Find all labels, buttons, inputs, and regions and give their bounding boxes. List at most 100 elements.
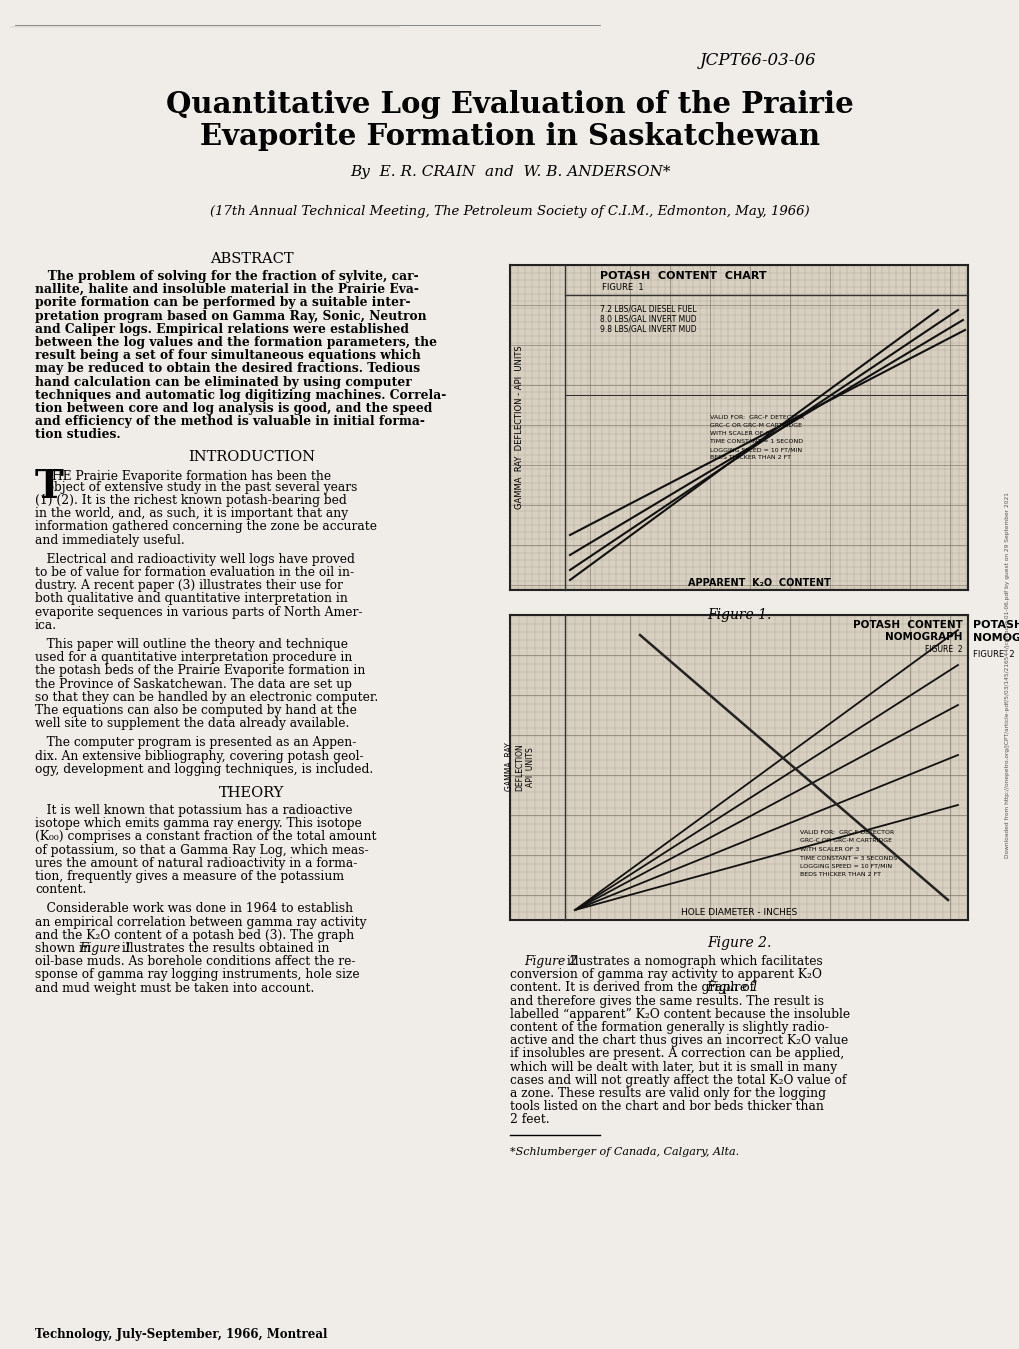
Text: the potash beds of the Prairie Evaporite formation in: the potash beds of the Prairie Evaporite… [35, 665, 365, 677]
Text: pretation program based on Gamma Ray, Sonic, Neutron: pretation program based on Gamma Ray, So… [35, 310, 426, 322]
Text: HOLE DIAMETER - INCHES: HOLE DIAMETER - INCHES [681, 908, 796, 917]
Text: *Schlumberger of Canada, Calgary, Alta.: *Schlumberger of Canada, Calgary, Alta. [510, 1147, 739, 1156]
Text: and therefore gives the same results. The result is: and therefore gives the same results. Th… [510, 994, 823, 1008]
Text: and mud weight must be taken into account.: and mud weight must be taken into accoun… [35, 982, 314, 994]
Text: active and the chart thus gives an incorrect K₂O value: active and the chart thus gives an incor… [510, 1035, 848, 1047]
Text: porite formation can be performed by a suitable inter-: porite formation can be performed by a s… [35, 297, 410, 309]
Text: an empirical correlation between gamma ray activity: an empirical correlation between gamma r… [35, 916, 366, 928]
Text: 2 feet.: 2 feet. [510, 1113, 549, 1126]
Text: Downloaded from http://onepetro.org/JCPT/article-pdf/5/03/145/216544/jcpt-bc-g-0: Downloaded from http://onepetro.org/JCPT… [1005, 492, 1010, 858]
Text: The problem of solving for the fraction of sylvite, car-: The problem of solving for the fraction … [35, 270, 418, 283]
Text: (1) (2). It is the richest known potash-bearing bed: (1) (2). It is the richest known potash-… [35, 494, 346, 507]
Text: By  E. R. CRAIN  and  W. B. ANDERSON*: By E. R. CRAIN and W. B. ANDERSON* [350, 165, 669, 179]
Text: dustry. A recent paper (3) illustrates their use for: dustry. A recent paper (3) illustrates t… [35, 579, 342, 592]
Text: between the log values and the formation parameters, the: between the log values and the formation… [35, 336, 436, 349]
Text: conversion of gamma ray activity to apparent K₂O: conversion of gamma ray activity to appa… [510, 969, 821, 981]
Text: used for a quantitative interpretation procedure in: used for a quantitative interpretation p… [35, 652, 352, 664]
Text: illustrates a nomograph which facilitates: illustrates a nomograph which facilitate… [562, 955, 821, 969]
Text: sponse of gamma ray logging instruments, hole size: sponse of gamma ray logging instruments,… [35, 969, 360, 982]
Text: Electrical and radioactivity well logs have proved: Electrical and radioactivity well logs h… [35, 553, 355, 565]
Text: THEORY: THEORY [219, 786, 284, 800]
Text: GAMMA  RAY
DEFLECTION
API  UNITS: GAMMA RAY DEFLECTION API UNITS [504, 743, 534, 792]
Bar [510, 615, 967, 920]
Text: NOMOGRAPH: NOMOGRAPH [972, 633, 1019, 643]
Bar [510, 264, 967, 590]
Text: and immediately useful.: and immediately useful. [35, 534, 184, 546]
Text: LOGGING SPEED = 10 FT/MIN: LOGGING SPEED = 10 FT/MIN [799, 863, 892, 869]
Text: T: T [35, 468, 64, 506]
Text: (17th Annual Technical Meeting, The Petroleum Society of C.I.M., Edmonton, May, : (17th Annual Technical Meeting, The Petr… [210, 205, 809, 219]
Text: Quantitative Log Evaluation of the Prairie: Quantitative Log Evaluation of the Prair… [166, 90, 853, 119]
Text: TIME CONSTANT = 1 SECOND: TIME CONSTANT = 1 SECOND [709, 438, 802, 444]
Text: It is well known that potassium has a radioactive: It is well known that potassium has a ra… [35, 804, 353, 817]
Text: Figure 1: Figure 1 [78, 942, 131, 955]
Text: information gathered concerning the zone be accurate: information gathered concerning the zone… [35, 521, 377, 533]
Text: FIGURE  2: FIGURE 2 [972, 650, 1014, 660]
Text: POTASH  CONTENT: POTASH CONTENT [972, 621, 1019, 630]
Text: illustrates the results obtained in: illustrates the results obtained in [118, 942, 329, 955]
Text: (K₀₀) comprises a constant fraction of the total amount: (K₀₀) comprises a constant fraction of t… [35, 831, 376, 843]
Text: which will be dealt with later, but it is small in many: which will be dealt with later, but it i… [510, 1060, 837, 1074]
Text: 8.0 LBS/GAL INVERT MUD: 8.0 LBS/GAL INVERT MUD [599, 316, 696, 324]
Text: evaporite sequences in various parts of North Amer-: evaporite sequences in various parts of … [35, 606, 362, 619]
Text: GRC-C OR GRC-M CARTRIDGE: GRC-C OR GRC-M CARTRIDGE [709, 424, 801, 428]
Text: POTASH  CONTENT  CHART: POTASH CONTENT CHART [599, 271, 766, 281]
Text: LOGGING SPEED = 10 FT/MIN: LOGGING SPEED = 10 FT/MIN [709, 447, 801, 452]
Text: ogy, development and logging techniques, is included.: ogy, development and logging techniques,… [35, 762, 373, 776]
Text: This paper will outline the theory and technique: This paper will outline the theory and t… [35, 638, 347, 652]
Text: 7.2 LBS/GAL DIESEL FUEL: 7.2 LBS/GAL DIESEL FUEL [599, 305, 696, 314]
Text: the Province of Saskatchewan. The data are set up: the Province of Saskatchewan. The data a… [35, 677, 352, 691]
Text: in the world, and, as such, it is important that any: in the world, and, as such, it is import… [35, 507, 347, 521]
Text: The equations can also be computed by hand at the: The equations can also be computed by ha… [35, 704, 357, 718]
Text: Figure 2.: Figure 2. [706, 936, 770, 950]
Text: BEDS THICKER THAN 2 FT: BEDS THICKER THAN 2 FT [709, 455, 790, 460]
Text: INTRODUCTION: INTRODUCTION [187, 449, 315, 464]
Text: so that they can be handled by an electronic computer.: so that they can be handled by an electr… [35, 691, 378, 704]
Text: NOMOGRAPH: NOMOGRAPH [884, 631, 962, 642]
Text: dix. An extensive bibliography, covering potash geol-: dix. An extensive bibliography, covering… [35, 750, 363, 762]
Text: The computer program is presented as an Appen-: The computer program is presented as an … [35, 737, 356, 750]
Text: Figure 1.: Figure 1. [706, 608, 770, 622]
Text: and Caliper logs. Empirical relations were established: and Caliper logs. Empirical relations we… [35, 322, 409, 336]
Text: to be of value for formation evaluation in the oil in-: to be of value for formation evaluation … [35, 567, 354, 579]
Text: tion studies.: tion studies. [35, 429, 120, 441]
Text: and efficiency of the method is valuable in initial forma-: and efficiency of the method is valuable… [35, 415, 425, 428]
Text: labelled “apparent” K₂O content because the insoluble: labelled “apparent” K₂O content because … [510, 1008, 849, 1021]
Text: may be reduced to obtain the desired fractions. Tedious: may be reduced to obtain the desired fra… [35, 363, 420, 375]
Text: techniques and automatic log digitizing machines. Correla-: techniques and automatic log digitizing … [35, 389, 446, 402]
Text: Figure 1: Figure 1 [705, 982, 758, 994]
Text: content. It is derived from the graph of: content. It is derived from the graph of [510, 982, 757, 994]
Text: VALID FOR:  GRC-F DETECTOR: VALID FOR: GRC-F DETECTOR [799, 830, 894, 835]
Text: 9.8 LBS/GAL INVERT MUD: 9.8 LBS/GAL INVERT MUD [599, 325, 696, 335]
Text: and the K₂O content of a potash bed (3). The graph: and the K₂O content of a potash bed (3).… [35, 929, 354, 942]
Text: result being a set of four simultaneous equations which: result being a set of four simultaneous … [35, 349, 421, 362]
Text: content.: content. [35, 884, 87, 896]
Text: WITH SCALER OF 3: WITH SCALER OF 3 [799, 847, 859, 853]
Text: nallite, halite and insoluble material in the Prairie Eva-: nallite, halite and insoluble material i… [35, 283, 419, 297]
Text: Figure 2: Figure 2 [524, 955, 577, 969]
Text: FIGURE  2: FIGURE 2 [924, 645, 962, 654]
Text: ica.: ica. [35, 619, 57, 631]
Text: GRC-C OR GRC-M CARTRIDGE: GRC-C OR GRC-M CARTRIDGE [799, 839, 892, 843]
Text: well site to supplement the data already available.: well site to supplement the data already… [35, 718, 350, 730]
Text: BEDS THICKER THAN 2 FT: BEDS THICKER THAN 2 FT [799, 873, 880, 877]
Text: content of the formation generally is slightly radio-: content of the formation generally is sl… [510, 1021, 828, 1033]
Text: oil-base muds. As borehole conditions affect the re-: oil-base muds. As borehole conditions af… [35, 955, 356, 969]
Text: Evaporite Formation in Saskatchewan: Evaporite Formation in Saskatchewan [200, 121, 819, 151]
Text: JCPT66-03-06: JCPT66-03-06 [699, 53, 816, 69]
Text: ures the amount of natural radioactivity in a forma-: ures the amount of natural radioactivity… [35, 857, 357, 870]
Text: APPARENT  K₂O  CONTENT: APPARENT K₂O CONTENT [687, 577, 829, 588]
Text: Considerable work was done in 1964 to establish: Considerable work was done in 1964 to es… [35, 902, 353, 916]
Text: VALID FOR:  GRC-F DETECTOR: VALID FOR: GRC-F DETECTOR [709, 415, 803, 420]
Text: if insolubles are present. A correction can be applied,: if insolubles are present. A correction … [510, 1047, 844, 1060]
Text: WITH SCALER OF 3: WITH SCALER OF 3 [709, 430, 768, 436]
Text: object of extensive study in the past several years: object of extensive study in the past se… [35, 480, 357, 494]
Text: HE Prairie Evaporite formation has been the: HE Prairie Evaporite formation has been … [52, 469, 331, 483]
Text: both qualitative and quantitative interpretation in: both qualitative and quantitative interp… [35, 592, 347, 606]
Text: hand calculation can be eliminated by using computer: hand calculation can be eliminated by us… [35, 375, 412, 389]
Text: tools listed on the chart and bor beds thicker than: tools listed on the chart and bor beds t… [510, 1101, 823, 1113]
Text: FIGURE  1: FIGURE 1 [601, 283, 643, 291]
Text: tion between core and log analysis is good, and the speed: tion between core and log analysis is go… [35, 402, 432, 415]
Text: TIME CONSTANT = 3 SECONDS: TIME CONSTANT = 3 SECONDS [799, 855, 897, 861]
Text: tion, frequently gives a measure of the potassium: tion, frequently gives a measure of the … [35, 870, 343, 884]
